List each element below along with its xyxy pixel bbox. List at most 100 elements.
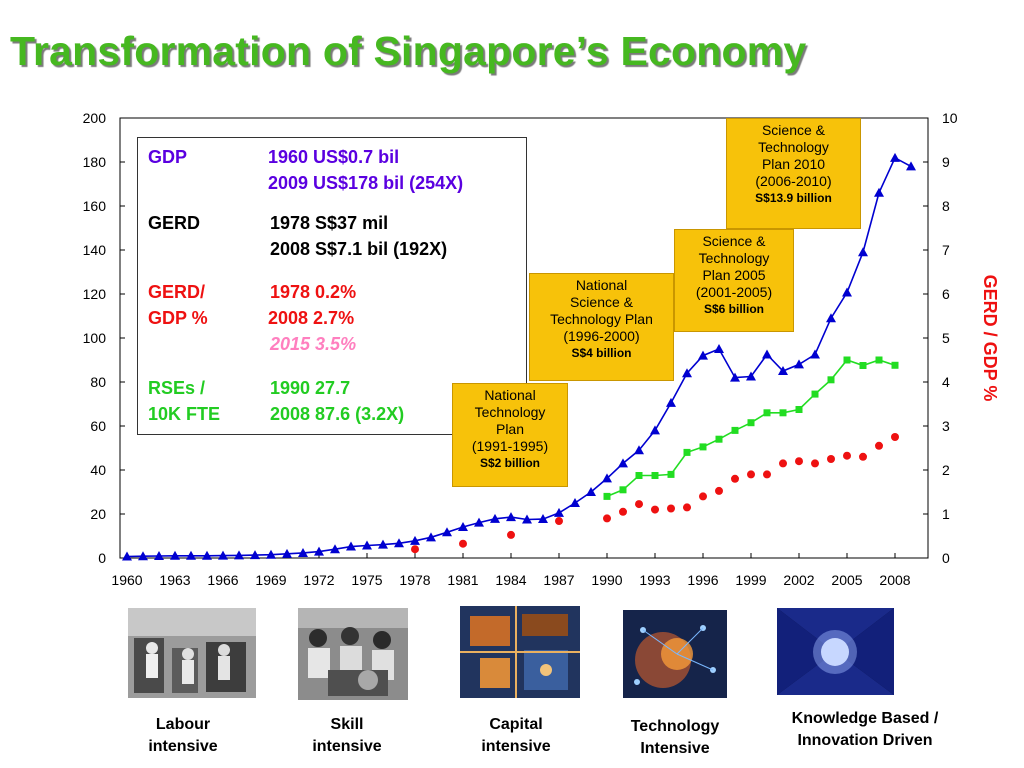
gdp-point bbox=[474, 517, 484, 527]
plan-box-stp-2010: Science & Technology Plan 2010 (2006-201… bbox=[726, 118, 861, 229]
rse-point bbox=[699, 443, 707, 451]
gerd-point bbox=[555, 517, 563, 526]
stage-label-text: intensive bbox=[312, 738, 382, 755]
gdp-point bbox=[394, 538, 404, 548]
y2-tick-label: 4 bbox=[942, 374, 950, 390]
rse-point bbox=[683, 448, 691, 456]
x-tick-label: 1981 bbox=[447, 572, 478, 588]
y-tick-label: 100 bbox=[83, 330, 107, 346]
plan-text: (1991-1995) bbox=[471, 438, 549, 454]
plan-text: Science & bbox=[569, 294, 634, 310]
x-tick-label: 2008 bbox=[879, 572, 910, 588]
plan-text: Plan 2005 bbox=[702, 267, 766, 283]
gdp-point bbox=[762, 349, 772, 359]
rse-point bbox=[827, 376, 835, 384]
gerd-point bbox=[779, 459, 787, 468]
rse-point bbox=[635, 472, 643, 479]
binary-tunnel-photo-art bbox=[777, 608, 894, 695]
legend-gerd-label: GERD bbox=[148, 213, 201, 233]
stage-label-text: Innovation Driven bbox=[797, 732, 933, 749]
y-tick-label: 60 bbox=[90, 418, 106, 434]
right-axis-ticks: 0 1 2 3 4 5 6 7 8 9 10 bbox=[923, 110, 958, 566]
gdp-point bbox=[906, 161, 916, 171]
legend-gdp-label: GDP bbox=[148, 147, 188, 167]
gdp-point bbox=[346, 541, 356, 551]
page-title: Transformation of Singapore’s Economy bbox=[10, 28, 807, 74]
gdp-point bbox=[330, 544, 340, 554]
rse-point bbox=[731, 426, 739, 434]
circuit-board-photo bbox=[460, 606, 580, 698]
gerd-point bbox=[891, 433, 899, 441]
y2-tick-label: 5 bbox=[942, 330, 950, 346]
binary-tunnel-photo bbox=[777, 608, 894, 695]
gdp-point bbox=[650, 425, 660, 435]
plan-text: Science & bbox=[702, 233, 766, 249]
gerd-point bbox=[875, 441, 883, 450]
gerd-point bbox=[731, 474, 739, 483]
gdp-point bbox=[506, 512, 516, 522]
gdp-point bbox=[586, 487, 596, 496]
gdp-point bbox=[810, 349, 820, 359]
gdp-point bbox=[138, 551, 148, 561]
y-tick-label: 120 bbox=[83, 286, 107, 302]
series-gerd bbox=[411, 433, 899, 554]
x-tick-label: 1987 bbox=[543, 572, 574, 588]
gdp-point bbox=[874, 187, 884, 197]
legend-rse-line2: 2008 87.6 (3.2X) bbox=[270, 404, 405, 424]
gdp-point bbox=[826, 313, 836, 323]
gdp-point bbox=[618, 458, 628, 468]
gdp-point bbox=[458, 521, 468, 531]
gdp-point bbox=[666, 397, 676, 407]
plan-text: (1996-2000) bbox=[563, 328, 640, 344]
plan-amount: S$6 billion bbox=[703, 302, 764, 316]
gdp-point bbox=[890, 152, 900, 162]
plan-text: Technology Plan bbox=[550, 311, 653, 327]
gdp-point bbox=[378, 539, 388, 549]
plan-box-nstp-1996: National Science & Technology Plan (1996… bbox=[529, 273, 674, 381]
rse-point bbox=[667, 470, 675, 478]
rse-point bbox=[875, 356, 883, 364]
gdp-point bbox=[794, 359, 804, 369]
y-tick-label: 200 bbox=[83, 110, 107, 126]
y2-tick-label: 10 bbox=[942, 110, 958, 126]
workshop-training-photo-art bbox=[298, 608, 408, 700]
left-axis-ticks: 0 20 40 60 80 100 120 140 160 180 200 bbox=[83, 110, 125, 566]
circuit-board-photo-art bbox=[460, 606, 580, 698]
gdp-point bbox=[170, 550, 180, 560]
x-tick-label: 1972 bbox=[303, 572, 334, 588]
legend-rse-line1: 1990 27.7 bbox=[270, 378, 351, 398]
y-tick-label: 180 bbox=[83, 154, 107, 170]
plan-text: (2001-2005) bbox=[695, 284, 773, 300]
gerd-point bbox=[763, 470, 771, 479]
gdp-point bbox=[122, 551, 132, 561]
gdp-point bbox=[266, 549, 276, 559]
gdp-point bbox=[682, 368, 692, 378]
gerd-point bbox=[507, 530, 515, 539]
gdp-point bbox=[442, 527, 452, 537]
x-tick-label: 1990 bbox=[591, 572, 622, 588]
gdp-point bbox=[298, 547, 308, 557]
y2-tick-label: 9 bbox=[942, 154, 950, 170]
legend-gerd-line2: 2008 S$7.1 bil (192X) bbox=[270, 239, 448, 259]
gerd-point bbox=[795, 457, 803, 466]
plan-box-stp-2005: Science & Technology Plan 2005 (2001-200… bbox=[674, 229, 794, 332]
rse-point bbox=[779, 409, 787, 417]
gdp-point bbox=[202, 550, 212, 560]
gdp-point bbox=[490, 513, 500, 523]
y-tick-label: 80 bbox=[90, 374, 106, 390]
gdp-point bbox=[698, 350, 708, 360]
network-lights-photo bbox=[623, 610, 727, 698]
gdp-point bbox=[314, 546, 324, 556]
gerd-point bbox=[747, 470, 755, 479]
gdp-point bbox=[778, 366, 788, 375]
x-tick-label: 1984 bbox=[495, 572, 526, 588]
x-axis-ticks: 1960 1963 1966 1969 1972 1975 1978 1981 1984 1987… bbox=[111, 553, 911, 588]
stage-label-text: Labour bbox=[155, 716, 211, 733]
plan-text: (2006-2010) bbox=[755, 173, 832, 189]
legend-ratio-label2: GDP % bbox=[148, 308, 208, 328]
gdp-point bbox=[282, 548, 292, 558]
x-tick-label: 1963 bbox=[159, 572, 190, 588]
plan-text: Technology bbox=[474, 404, 546, 420]
y-tick-label: 40 bbox=[90, 462, 106, 478]
gdp-point bbox=[538, 514, 548, 524]
